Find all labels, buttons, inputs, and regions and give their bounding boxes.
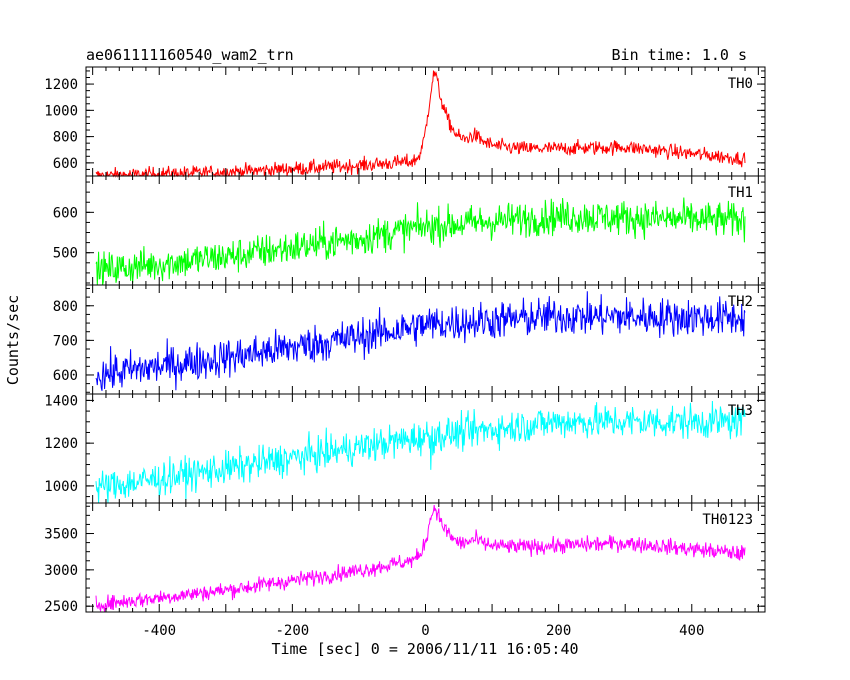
- chart-title: ae061111160540_wam2_trn: [86, 46, 294, 64]
- y-tick-label-th1: 600: [53, 205, 78, 221]
- y-tick-label-th1: 500: [53, 246, 78, 262]
- series-line-th1: [95, 197, 746, 286]
- y-tick-label-th0: 1000: [44, 103, 78, 119]
- panel-label-th0123: TH0123: [702, 512, 753, 528]
- y-tick-label-th3: 1000: [44, 479, 78, 495]
- y-tick-label-th0: 800: [53, 130, 78, 146]
- y-tick-label-th0123: 3000: [44, 563, 78, 579]
- y-tick-label-th0: 600: [53, 156, 78, 172]
- y-tick-label-th3: 1400: [44, 393, 78, 409]
- x-tick-label: 200: [546, 623, 571, 639]
- panel-frame-th2: [85, 284, 766, 395]
- x-tick-label: 0: [421, 623, 429, 639]
- bin-time-label: Bin time: 1.0 s: [612, 46, 747, 64]
- panel-frame-th0: [85, 66, 766, 177]
- x-tick-label: -400: [142, 623, 176, 639]
- panel-label-th1: TH1: [728, 185, 753, 201]
- panel-label-th2: TH2: [728, 294, 753, 310]
- y-tick-label-th3: 1200: [44, 436, 78, 452]
- series-line-th3: [95, 400, 746, 504]
- y-axis-label: Counts/sec: [4, 295, 22, 385]
- y-tick-label-th2: 600: [53, 368, 78, 384]
- series-line-th0123: [95, 505, 746, 613]
- panel-label-th3: TH3: [728, 403, 753, 419]
- panel-frame-th3: [85, 393, 766, 504]
- panel-label-th0: TH0: [728, 76, 753, 92]
- y-tick-label-th2: 700: [53, 333, 78, 349]
- x-tick-label: 400: [679, 623, 704, 639]
- x-tick-label: -200: [276, 623, 310, 639]
- panel-frame-th0123: [85, 502, 766, 613]
- y-tick-label-th0123: 2500: [44, 599, 78, 615]
- y-tick-label-th2: 800: [53, 299, 78, 315]
- y-tick-label-th0123: 3500: [44, 527, 78, 543]
- series-line-th2: [95, 291, 746, 391]
- x-axis-label: Time [sec] 0 = 2006/11/11 16:05:40: [271, 640, 578, 658]
- series-line-th0: [95, 70, 746, 178]
- panels-group: 600 800 1000 1200 TH0 500 600 TH1 600 700 800 TH2 10…: [44, 66, 766, 639]
- y-tick-label-th0: 1200: [44, 77, 78, 93]
